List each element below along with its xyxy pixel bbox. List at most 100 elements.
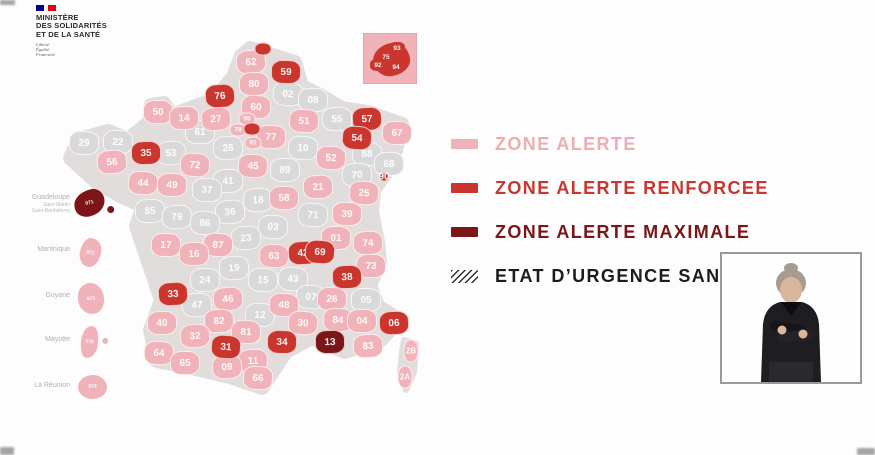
department-number: 27 [210,113,222,125]
territory-label: Martinique [37,246,70,253]
department-number: 24 [199,274,211,286]
department-number: 59 [280,66,292,78]
legend-label: ZONE ALERTE MAXIMALE [495,221,751,242]
department-tile: 92 [370,59,386,71]
department-number: 90 [378,171,390,183]
department-number: 75 [382,53,390,61]
department-number: 2B [405,346,417,356]
department-number: 47 [191,299,203,311]
legend-item: ZONE ALERTE RENFORCEE [451,166,769,210]
department-number: 30 [297,317,309,329]
department-tile: 04 [347,309,377,333]
department-number: 92 [374,61,382,69]
department-number: 48 [278,299,290,311]
department-tile: 03 [257,214,289,240]
department-tile: 58 [269,186,299,210]
department-number: 67 [391,127,403,139]
department-tile: 91 [244,136,262,150]
department-number: 19 [228,262,240,274]
legend-label: ETAT D’URGENCE SAN [495,265,721,286]
department-tile: 19 [218,254,250,282]
department-tile: 27 [200,105,232,133]
department-tile: 94 [388,61,404,73]
department-tile: 90 [378,171,390,183]
department-tile: 80 [238,71,270,97]
department-number: 70 [351,169,363,181]
territory-sublabel: Saint-Martin [43,202,70,208]
video-artifact [0,0,15,5]
department-tile: 39 [331,201,363,227]
department-number: 15 [257,274,269,286]
department-tile: 21 [302,174,334,200]
color-swatch-icon [451,227,478,237]
department-tile: 69 [304,238,336,266]
department-number: 64 [153,347,165,359]
department-number: 40 [156,317,168,329]
department-number: 25 [358,187,370,199]
department-number: 18 [252,194,264,206]
department-number: 38 [341,271,353,283]
department-tile: 83 [352,333,384,359]
department-tile: 2B [403,339,419,363]
department-number: 68 [383,158,395,170]
department-tile: 89 [270,158,300,182]
color-swatch-icon [451,139,478,149]
department-number: 41 [222,175,234,187]
department-number: 76 [214,90,226,102]
department-tile: 29 [68,130,100,156]
department-number: 17 [160,239,172,251]
department-number: 07 [305,291,317,303]
department-tile: 85 [134,198,166,224]
color-swatch-icon [451,183,478,193]
department-tile: 32 [179,322,211,350]
ministry-name-line: DES SOLIDARITÉS [36,21,107,31]
department-tile: 71 [297,202,329,228]
department-tile: 33 [157,281,189,307]
republic-motto: Liberté Égalité Fraternité [36,41,55,57]
department-number: 60 [250,101,262,113]
department-number: 91 [249,139,257,147]
department-tile: 74 [352,230,384,256]
legend-item: ETAT D’URGENCE SAN [451,254,769,298]
department-tile: 76 [204,83,236,109]
department-number: 21 [312,181,324,193]
department-number: 13 [324,336,336,348]
department-number: 03 [267,221,279,233]
department-number: 52 [325,152,337,164]
department-number: 87 [212,239,224,251]
department-tile: 63 [258,243,290,269]
department-number: 2A [399,372,411,382]
department-number: 82 [213,315,225,327]
department-number: 26 [326,293,338,305]
department-number: 71 [307,209,319,221]
legend-item: ZONE ALERTE MAXIMALE [451,210,769,254]
department-number: 65 [179,357,191,369]
sign-language-interpreter-video [720,252,862,384]
territory-shape: 974 [78,375,107,399]
department-tile: 51 [288,108,320,134]
department-number: 53 [165,147,177,159]
department-tile: 06 [378,310,410,336]
department-number: 81 [240,326,252,338]
map-legend: ZONE ALERTE ZONE ALERTE RENFORCEE ZONE ALE… [451,122,769,298]
department-tile: 72 [179,151,211,179]
territory-code: 972 [85,248,96,257]
department-tile: 23 [230,224,262,252]
department-number: 95 [243,115,251,123]
department-number: 33 [167,288,179,300]
department-tile: 49 [156,172,188,198]
department-number: 39 [341,208,353,220]
legend-label: ZONE ALERTE RENFORCEE [495,177,769,198]
department-number: 63 [268,250,280,262]
department-number: 02 [282,88,294,100]
department-number: 57 [361,113,373,125]
department-number: 94 [392,63,400,71]
ministry-name-line: ET DE LA SANTÉ [36,29,101,39]
department-number: 58 [278,192,290,204]
department-number: 12 [254,309,266,321]
department-number: 36 [224,206,236,218]
department-tile: 40 [146,310,178,336]
department-tile: 37 [191,177,223,203]
department-number: 32 [189,330,201,342]
